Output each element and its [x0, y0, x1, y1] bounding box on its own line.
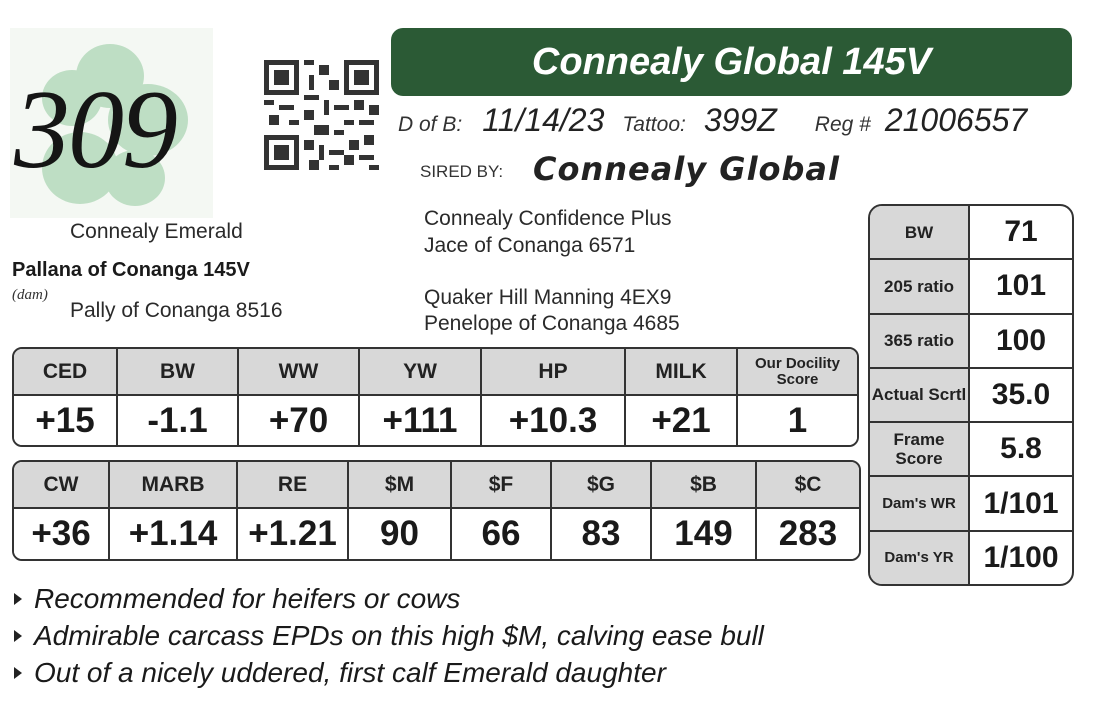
epd-value: +70 [239, 396, 360, 445]
performance-stats-panel: BW 71 205 ratio 101 365 ratio 100 Actual… [868, 204, 1074, 586]
stat-row: 205 ratio 101 [870, 260, 1072, 315]
stat-row: Frame Score 5.8 [870, 423, 1072, 478]
dob-value: 11/14/23 [482, 102, 605, 138]
info-row: D of B: 11/14/23 Tattoo: 399Z Reg # 2100… [398, 102, 1027, 138]
epd-header: Our Docility Score [754, 354, 840, 388]
stat-row: Dam's YR 1/100 [870, 531, 1072, 584]
epd-value: 83 [552, 509, 652, 559]
epd-value: 283 [778, 514, 838, 553]
stat-row: Dam's WR 1/101 [870, 477, 1072, 532]
epd-value: 1 [787, 400, 808, 440]
epd-header: WW [239, 349, 360, 394]
stat-row: BW 71 [870, 206, 1072, 261]
stat-label: Dam's YR [870, 531, 970, 584]
note-text: Out of a nicely uddered, first calf Emer… [34, 656, 666, 688]
stat-value: 5.8 [1000, 432, 1042, 466]
stat-row: 365 ratio 100 [870, 314, 1072, 369]
epd-header: $G [552, 462, 652, 507]
epd-value: 90 [349, 509, 452, 559]
stat-label: BW [870, 206, 970, 259]
stat-label: Dam's WR [870, 477, 970, 530]
epd-header: HP [482, 349, 626, 394]
epd-header: CED [14, 349, 118, 394]
qr-code-icon [264, 60, 379, 170]
epd-table-bottom: CW MARB RE $M $F $G $B $C +36 +1.14 +1.2… [12, 460, 861, 561]
epd-header: BW [118, 349, 239, 394]
epd-value: +36 [14, 509, 110, 559]
dam-name: Pallana of Conanga 145V [12, 259, 250, 281]
stat-value: 101 [995, 269, 1047, 303]
page-title: Connealy Global 145V [531, 40, 932, 83]
epd-header: $F [452, 462, 552, 507]
stat-value: 1/101 [983, 486, 1059, 520]
triangle-bullet-icon [14, 592, 22, 605]
epd-table-top: CED BW WW YW HP MILK Our Docility Score … [12, 347, 859, 447]
dam-sire: Connealy Emerald [70, 220, 243, 243]
triangle-bullet-icon [14, 666, 22, 679]
epd-header: RE [238, 462, 349, 507]
epd-value: +10.3 [482, 396, 626, 445]
list-item: Admirable carcass EPDs on this high $M, … [12, 617, 764, 654]
shamrock-logo [10, 28, 213, 218]
epd-value: +111 [360, 396, 482, 445]
tattoo-label: Tattoo: [622, 113, 686, 136]
stat-row: Actual Scrtl 35.0 [870, 368, 1072, 424]
epd-value: +15 [14, 396, 118, 445]
epd-header: MILK [626, 349, 738, 394]
lot-number: 309 [14, 68, 178, 192]
epd-header: $M [349, 462, 452, 507]
tattoo-value: 399Z [703, 102, 777, 138]
maternal-grandsire-line-1: Quaker Hill Manning 4EX9 [424, 286, 672, 309]
sire-sire: Connealy Confidence Plus [424, 207, 672, 230]
stat-value: 71 [1004, 215, 1038, 249]
epd-header: $B [652, 462, 757, 507]
title-banner: Connealy Global 145V [391, 28, 1072, 96]
epd-header: MARB [110, 462, 238, 507]
epd-value: +1.21 [238, 509, 349, 559]
epd-value: 66 [452, 509, 552, 559]
dob-label: D of B: [398, 113, 463, 136]
epd-value: +21 [626, 396, 738, 445]
stat-label: Actual Scrtl [870, 368, 970, 422]
epd-header: $C [794, 472, 822, 496]
reg-label: Reg # [814, 113, 871, 136]
sire-name: Connealy Global [533, 150, 840, 188]
stat-label: 205 ratio [870, 260, 970, 313]
stat-label: 365 ratio [870, 314, 970, 367]
notes-list: Recommended for heifers or cows Admirabl… [12, 580, 764, 691]
dam-dam: Pally of Conanga 8516 [70, 299, 283, 322]
sired-by-label: SIRED BY: [420, 162, 504, 181]
stat-value: 1/100 [983, 540, 1059, 574]
list-item: Recommended for heifers or cows [12, 580, 764, 617]
epd-value: 149 [652, 509, 757, 559]
epd-value: -1.1 [118, 396, 239, 445]
stat-value: 35.0 [991, 377, 1051, 411]
epd-header: CW [14, 462, 110, 507]
reg-value: 21006557 [884, 102, 1028, 138]
note-text: Recommended for heifers or cows [34, 582, 461, 614]
epd-value: +1.14 [110, 509, 238, 559]
stat-label: Frame Score [870, 423, 970, 476]
list-item: Out of a nicely uddered, first calf Emer… [12, 654, 764, 691]
maternal-grandsire-line-2: Penelope of Conanga 4685 [424, 312, 680, 335]
note-text: Admirable carcass EPDs on this high $M, … [34, 619, 764, 651]
sire-dam: Jace of Conanga 6571 [424, 234, 636, 257]
dam-tag: (dam) [12, 287, 48, 303]
stat-value: 100 [995, 323, 1047, 357]
triangle-bullet-icon [14, 629, 22, 642]
epd-header: YW [360, 349, 482, 394]
